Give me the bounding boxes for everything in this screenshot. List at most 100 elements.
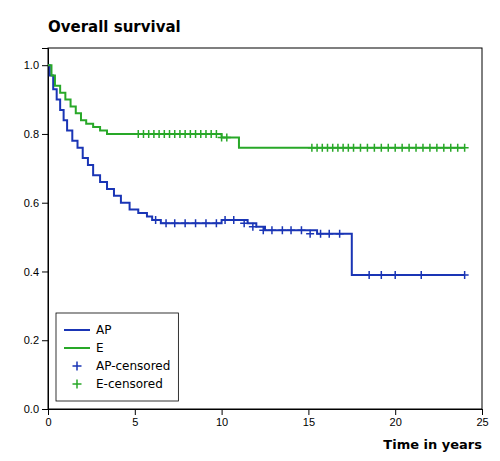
tick-label: 0.0 [24, 403, 39, 415]
censored-mark [249, 223, 257, 231]
tick-label: 0.4 [24, 265, 39, 277]
censored-mark [419, 144, 427, 152]
tick: 0.8 [24, 128, 48, 140]
censored-mark [278, 226, 286, 234]
legend-label: E-censored [96, 377, 163, 391]
plot-frame [48, 48, 482, 409]
censored-mark [350, 144, 358, 152]
censored-mark [461, 271, 469, 279]
tick-label: 0.2 [24, 334, 39, 346]
marks [48, 65, 469, 279]
x-axis-label: Time in years [383, 437, 482, 452]
tick-mark [42, 203, 48, 204]
censored-mark [433, 144, 441, 152]
legend-swatch [73, 362, 82, 371]
tick-label: 25 [476, 416, 488, 428]
axis-line [42, 49, 49, 410]
legend-label: E [96, 341, 104, 355]
tick-label: 15 [303, 416, 315, 428]
censored-mark [377, 144, 385, 152]
tick-mark [42, 271, 48, 272]
censored-mark [412, 144, 420, 152]
tick-mark [42, 65, 48, 66]
tick-label: 0.6 [24, 197, 39, 209]
censored-mark [162, 219, 170, 227]
censored-mark [202, 219, 210, 227]
censored-mark [356, 144, 364, 152]
tick-mark [308, 409, 309, 415]
censored-mark [370, 144, 378, 152]
tick-mark [482, 409, 483, 415]
censored-mark [391, 271, 399, 279]
censored-mark [223, 133, 231, 141]
tick: 15 [303, 409, 315, 428]
censored-mark [440, 144, 448, 152]
censored-mark [221, 216, 229, 224]
legend-swatch [64, 329, 90, 331]
tick: 25 [476, 409, 488, 428]
censored-mark [306, 230, 314, 238]
tick-mark [42, 409, 48, 410]
tick-mark [222, 409, 223, 415]
legend-label: AP-censored [96, 359, 170, 373]
x-axis: 0 5 10 15 20 25 [45, 409, 488, 428]
tick: 0.2 [24, 334, 48, 346]
tick: 1.0 [24, 59, 48, 71]
censored-mark [297, 226, 305, 234]
tick-label: 20 [390, 416, 402, 428]
tick: 0.4 [24, 265, 48, 277]
plot-area: 0 5 10 15 20 25 0.0 0.2 0.4 0.6 0.8 1.0 AP E AP-censor… [24, 48, 489, 428]
censored-mark [171, 219, 179, 227]
censored-mark [181, 219, 189, 227]
censored-mark [287, 226, 295, 234]
censored-mark [325, 230, 333, 238]
tick-mark [42, 340, 48, 341]
tick: 10 [216, 409, 228, 428]
legend-frame [56, 313, 178, 401]
censored-mark [317, 230, 325, 238]
tick-mark [395, 409, 396, 415]
tick: 0.6 [24, 197, 48, 209]
censored-mark [384, 144, 392, 152]
censored-mark [447, 144, 455, 152]
censored-mark [192, 219, 200, 227]
censored-mark [240, 219, 248, 227]
axis-line [49, 410, 483, 416]
censored-mark [336, 230, 344, 238]
censored-mark [426, 144, 434, 152]
tick: 5 [132, 409, 138, 428]
censored-marks [152, 216, 469, 279]
censored-mark [259, 226, 267, 234]
censored-mark [268, 226, 276, 234]
censored-mark [405, 144, 413, 152]
tick-mark [42, 134, 48, 135]
censored-mark [417, 271, 425, 279]
tick-label: 1.0 [24, 59, 39, 71]
tick-label: 5 [132, 416, 138, 428]
censored-mark [391, 144, 399, 152]
legend-label: AP [96, 323, 111, 337]
tick-label: 0.8 [24, 128, 39, 140]
legend-swatch [73, 380, 82, 389]
censored-mark [398, 144, 406, 152]
y-axis: 0.0 0.2 0.4 0.6 0.8 1.0 [24, 49, 49, 416]
censored-mark [365, 271, 373, 279]
censored-mark [461, 144, 469, 152]
censored-marks [134, 130, 468, 152]
censored-mark [363, 144, 371, 152]
tick-label: 10 [216, 416, 228, 428]
tick: 0.0 [24, 403, 48, 415]
tick: 20 [390, 409, 402, 428]
tick: 0 [45, 409, 51, 428]
legend-swatch [64, 347, 90, 349]
censored-mark [454, 144, 462, 152]
censored-mark [152, 216, 160, 224]
tick-label: 0 [45, 416, 51, 428]
survival-curve [48, 65, 465, 275]
tick-mark [135, 409, 136, 415]
censored-mark [377, 271, 385, 279]
legend: AP E AP-censored E-censored [56, 313, 178, 401]
censored-mark [230, 216, 238, 224]
title: Overall survival [48, 18, 181, 36]
censored-mark [212, 219, 220, 227]
